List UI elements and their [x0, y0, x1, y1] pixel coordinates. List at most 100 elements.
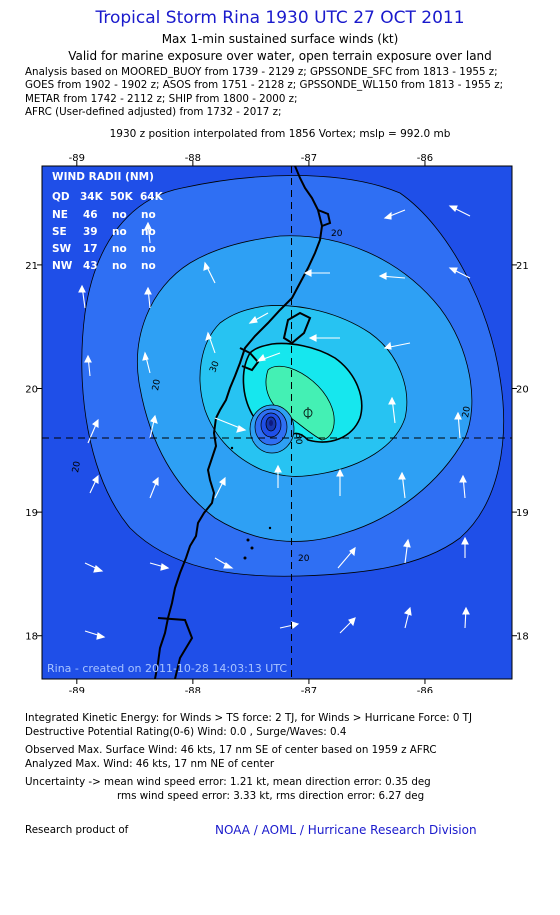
axis-ticks	[37, 161, 517, 684]
wind-radii-cell: 46	[83, 209, 98, 221]
contour-label: 20	[298, 554, 310, 564]
wind-map: 20 20 20 20 20 30 30 WIND RADII (NM) QD …	[0, 148, 560, 697]
lat-tick-label-right: 21	[516, 261, 529, 272]
position-note: 1930 z position interpolated from 1856 V…	[109, 128, 451, 140]
wind-radii-cell: no	[112, 209, 127, 221]
wind-arrow	[383, 209, 406, 220]
lon-tick-label-bottom: -86	[417, 686, 433, 693]
contour-label: 20	[331, 229, 343, 239]
lat-tick-label-right: 19	[516, 508, 529, 519]
wind-radii-header: 64K	[140, 191, 164, 203]
wind-radii-header: 34K	[80, 191, 104, 203]
lat-tick-label-right: 20	[516, 385, 529, 396]
hrd-credit-link[interactable]: NOAA / AOML / Hurricane Research Divisio…	[215, 823, 477, 837]
axis-labels: -89 -88 -87 -86 -89 -88 -87 -86 18 19 20…	[25, 153, 529, 697]
wind-arrow	[144, 286, 152, 309]
analysis-line: Analysis based on MOORED_BUOY from 1739 …	[25, 66, 498, 78]
wind-arrow	[144, 221, 152, 244]
wind-arrow	[388, 396, 396, 424]
wind-radii-header: 50K	[110, 191, 134, 203]
wind-arrow	[84, 630, 106, 640]
wind-arrow	[403, 606, 412, 629]
wind-radii-cell: NW	[52, 260, 73, 272]
wind-radii-cell: no	[112, 243, 127, 255]
wind-arrow	[274, 464, 282, 488]
uncertainty-line-1: Uncertainty -> mean wind speed error: 1.…	[25, 776, 431, 788]
analyzed-max-line: Analyzed Max. Wind: 46 kts, 17 nm NE of …	[25, 758, 275, 770]
wind-radii-cell: 43	[83, 260, 98, 272]
island	[250, 546, 254, 550]
contour-label: 20	[461, 405, 473, 418]
wind-radii-cell: SW	[52, 243, 72, 255]
wind-arrow	[89, 474, 99, 494]
wind-arrow	[149, 562, 170, 571]
wind-arrow	[205, 331, 216, 354]
wind-arrow	[84, 562, 104, 573]
center-crosshair	[42, 166, 512, 679]
map-frame	[41, 165, 513, 680]
wind-radii-cell: no	[141, 260, 156, 272]
wind-vectors	[78, 205, 471, 640]
wind-arrow	[459, 474, 467, 499]
research-label: Research product of	[25, 824, 129, 836]
wind-arrow	[87, 418, 99, 444]
island	[268, 526, 272, 530]
wind-arrow	[248, 312, 269, 324]
wind-radii-header: QD	[52, 191, 70, 203]
contour-label: 20	[151, 378, 163, 391]
wind-arrow	[214, 476, 226, 499]
wind-arrow	[279, 621, 300, 630]
creation-watermark: Rina - created on 2011-10-28 14:03:13 UT…	[47, 662, 287, 675]
wind-radii-cell: SE	[52, 226, 67, 238]
wind-arrow	[337, 546, 356, 569]
wind-arrow	[303, 269, 330, 277]
contour-fills: 20 20 20 20 20 30 30 WIND RADII (NM) QD …	[47, 166, 504, 679]
island	[230, 446, 234, 450]
wind-arrow	[214, 417, 247, 433]
lon-tick-label-bottom: -87	[301, 686, 317, 693]
lon-tick-label-top: -88	[185, 153, 201, 164]
wind-arrow	[339, 617, 356, 634]
wind-arrow	[454, 411, 462, 439]
lon-tick-label-top: -89	[69, 153, 85, 164]
wind-radii-cell: no	[112, 226, 127, 238]
wind-arrow	[203, 261, 216, 284]
validity-note: Valid for marine exposure over water, op…	[68, 49, 492, 63]
coastline-south	[157, 617, 194, 679]
wind-arrow	[462, 606, 470, 629]
wind-arrow	[336, 468, 344, 496]
wind-radii-cell: no	[141, 226, 156, 238]
wind-arrow	[403, 538, 411, 564]
island	[246, 538, 250, 542]
wind-arrow	[461, 536, 469, 558]
island	[243, 556, 247, 560]
wind-radii-cell: NE	[52, 209, 68, 221]
analysis-sources: Analysis based on MOORED_BUOY from 1739 …	[25, 66, 555, 120]
lon-tick-label-top: -87	[301, 153, 317, 164]
wind-arrow	[448, 205, 471, 217]
lat-tick-label-left: 20	[25, 385, 38, 396]
coastline-islands	[230, 446, 272, 560]
lat-tick-label-left: 18	[25, 632, 38, 643]
wind-arrow	[256, 352, 281, 362]
lon-tick-label-bottom: -88	[185, 686, 201, 693]
coastline-north-inlet	[317, 209, 332, 227]
map-title: Tropical Storm Rina 1930 UTC 27 OCT 2011	[95, 8, 465, 28]
wind-radii-title: WIND RADII (NM)	[52, 171, 154, 183]
contour-labels: 20 20 20 20 20 30 30	[71, 229, 473, 564]
wind-radii-cell: 17	[83, 243, 98, 255]
wind-arrow	[383, 341, 411, 350]
wind-arrow	[214, 557, 234, 569]
map-subtitle: Max 1-min sustained surface winds (kt)	[161, 32, 399, 46]
lat-tick-label-left: 21	[25, 261, 38, 272]
wind-arrow	[308, 334, 340, 342]
wind-arrow	[448, 267, 471, 279]
ike-line: Integrated Kinetic Energy: for Winds > T…	[25, 712, 472, 724]
lon-tick-label-top: -86	[417, 153, 433, 164]
contour-label: 30	[208, 360, 221, 374]
uncertainty-line-2: rms wind speed error: 3.33 kt, rms direc…	[117, 790, 425, 802]
analysis-line: AFRC (User-defined adjusted) from 1732 -…	[25, 106, 282, 119]
dpr-line: Destructive Potential Rating(0-6) Wind: …	[25, 726, 347, 738]
analysis-line: METAR from 1742 - 2112 z; SHIP from 1800…	[25, 92, 298, 105]
wind-arrow	[142, 351, 151, 374]
